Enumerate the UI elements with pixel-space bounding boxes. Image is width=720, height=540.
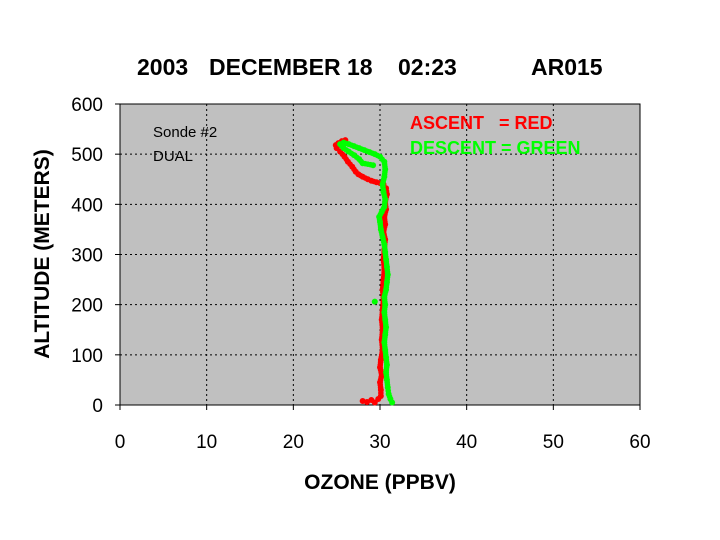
- y-axis-title: ALTITUDE (METERS): [31, 149, 54, 359]
- x-tick-label: 30: [369, 432, 390, 453]
- chart-title-station: AR015: [531, 54, 603, 80]
- legend-descent: DESCENT = GREEN: [410, 138, 581, 158]
- x-tick-label: 0: [115, 432, 126, 453]
- data-point: [370, 162, 377, 169]
- x-axis-title: OZONE (PPBV): [304, 471, 456, 494]
- y-tick-label: 200: [71, 296, 103, 317]
- legend-ascent: ASCENT = RED: [410, 113, 553, 133]
- chart-title-year: 2003: [137, 54, 188, 80]
- y-tick-label: 400: [71, 195, 103, 216]
- y-tick-label: 100: [71, 346, 103, 367]
- x-tick-label: 40: [456, 432, 477, 453]
- x-tick-label: 10: [196, 432, 217, 453]
- data-point: [371, 298, 378, 305]
- data-points: [332, 137, 396, 406]
- chart-title-time: 02:23: [398, 54, 457, 80]
- x-tick-label: 20: [283, 432, 304, 453]
- sonde-annotation: Sonde #2: [153, 124, 217, 141]
- dual-annotation: DUAL: [153, 148, 193, 165]
- y-tick-label: 300: [71, 246, 103, 267]
- y-tick-label: 500: [71, 145, 103, 166]
- y-axis-ticks: 0 100 200 300 400 500 600: [71, 95, 120, 417]
- y-tick-label: 0: [92, 396, 103, 417]
- y-tick-label: 600: [71, 95, 103, 116]
- chart-title-date: DECEMBER 18: [209, 54, 373, 80]
- x-axis-ticks: 0 10 20 30 40 50 60: [115, 405, 651, 453]
- x-tick-label: 60: [629, 432, 650, 453]
- x-tick-label: 50: [543, 432, 564, 453]
- descent-series: [337, 139, 396, 406]
